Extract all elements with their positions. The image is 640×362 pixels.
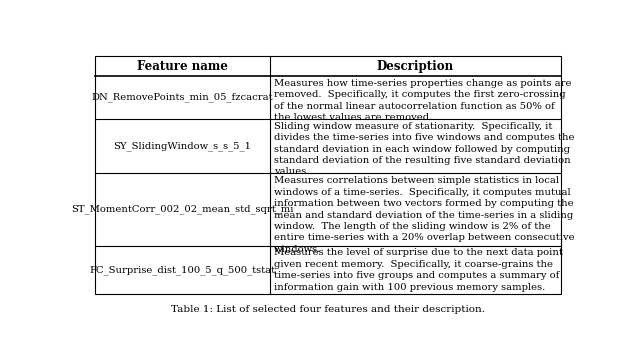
- Text: Measures how time-series properties change as points are
removed.  Specifically,: Measures how time-series properties chan…: [274, 79, 571, 122]
- Text: Sliding window measure of stationarity.  Specifically, it
divides the time-serie: Sliding window measure of stationarity. …: [274, 122, 574, 176]
- Text: Measures correlations between simple statistics in local
windows of a time-serie: Measures correlations between simple sta…: [274, 176, 574, 254]
- Text: Table 1: List of selected four features and their description.: Table 1: List of selected four features …: [171, 305, 485, 314]
- Text: Description: Description: [377, 59, 454, 72]
- Bar: [95, 56, 561, 294]
- Text: Measures the level of surprise due to the next data point
given recent memory.  : Measures the level of surprise due to th…: [274, 248, 563, 292]
- Text: FC_Surprise_dist_100_5_q_500_tstat: FC_Surprise_dist_100_5_q_500_tstat: [89, 265, 275, 275]
- Text: ST_MomentCorr_002_02_mean_std_sqrt_mi: ST_MomentCorr_002_02_mean_std_sqrt_mi: [71, 205, 294, 214]
- Text: Feature name: Feature name: [137, 59, 228, 72]
- Text: SY_SlidingWindow_s_s_5_1: SY_SlidingWindow_s_s_5_1: [113, 141, 252, 151]
- Text: DN_RemovePoints_min_05_fzcacrat: DN_RemovePoints_min_05_fzcacrat: [92, 93, 273, 102]
